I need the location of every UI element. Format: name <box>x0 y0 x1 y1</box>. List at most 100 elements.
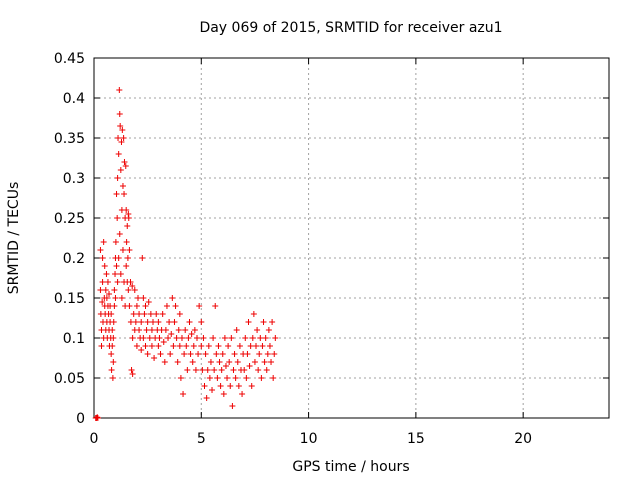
data-point <box>109 375 116 381</box>
data-point <box>115 135 122 141</box>
data-point <box>99 299 106 305</box>
data-point <box>184 367 191 373</box>
data-point <box>144 351 151 357</box>
data-point <box>117 123 124 129</box>
data-point <box>117 167 124 173</box>
data-point <box>229 403 236 409</box>
data-point <box>261 359 268 365</box>
data-point <box>103 271 110 277</box>
x-tick-label: 10 <box>300 431 318 447</box>
y-tick-label: 0.45 <box>54 51 85 67</box>
data-point <box>219 351 226 357</box>
data-point <box>187 351 194 357</box>
data-point <box>116 87 123 93</box>
data-point <box>108 311 115 317</box>
data-point <box>161 359 168 365</box>
data-point <box>155 319 162 325</box>
data-point <box>167 351 174 357</box>
data-point <box>123 207 130 213</box>
data-point <box>210 335 217 341</box>
data-point <box>203 395 210 401</box>
data-point <box>125 215 132 221</box>
data-point <box>97 287 104 293</box>
data-point <box>104 279 111 285</box>
data-point <box>170 343 177 349</box>
data-point <box>244 351 251 357</box>
data-point <box>139 255 146 261</box>
data-point <box>138 319 145 325</box>
data-point <box>121 191 128 197</box>
data-point <box>131 287 138 293</box>
data-point <box>113 263 120 269</box>
data-point <box>259 343 266 349</box>
data-point <box>169 295 176 301</box>
data-point <box>239 391 246 397</box>
data-point <box>116 111 123 117</box>
data-point <box>211 367 218 373</box>
data-point <box>264 351 271 357</box>
data-point <box>220 391 227 397</box>
data-point <box>190 343 197 349</box>
data-point <box>115 151 122 157</box>
data-point <box>206 375 213 381</box>
data-point <box>233 327 240 333</box>
data-point <box>122 163 129 169</box>
data-point <box>263 367 270 373</box>
data-point <box>227 383 234 389</box>
data-point <box>129 371 136 377</box>
data-point <box>119 247 126 253</box>
data-point <box>217 383 224 389</box>
data-point <box>171 319 178 325</box>
y-axis-label: SRMTID / TECUs <box>6 182 22 295</box>
data-point <box>115 255 122 261</box>
data-point <box>128 367 135 373</box>
data-point <box>124 223 131 229</box>
data-point <box>108 367 115 373</box>
data-point <box>114 215 121 221</box>
data-point <box>270 375 277 381</box>
x-tick-labels: 0 5 10 15 20 <box>90 431 533 447</box>
data-point <box>124 255 131 261</box>
data-point <box>232 375 239 381</box>
data-point <box>166 319 173 325</box>
x-tick-label: 0 <box>90 431 99 447</box>
data-point <box>142 343 149 349</box>
data-point <box>151 355 158 361</box>
y-tick-label: 0.05 <box>54 371 85 387</box>
data-point <box>145 299 152 305</box>
data-point <box>111 287 118 293</box>
y-tick-label: 0.35 <box>54 131 85 147</box>
data-point <box>262 335 269 341</box>
data-point <box>174 359 181 365</box>
data-point <box>226 359 233 365</box>
data-point <box>248 383 255 389</box>
data-point <box>198 319 205 325</box>
data-point <box>143 327 150 333</box>
data-point <box>207 359 214 365</box>
data-point <box>123 239 130 245</box>
y-tick-label: 0.25 <box>54 211 85 227</box>
axis-ticks <box>93 57 609 419</box>
x-axis-label: GPS time / hours <box>292 459 409 475</box>
y-tick-label: 0 <box>76 411 85 427</box>
data-point <box>202 351 209 357</box>
data-point <box>106 291 113 297</box>
data-point <box>260 319 267 325</box>
data-point <box>114 279 121 285</box>
data-point <box>142 303 149 309</box>
data-point <box>127 279 134 285</box>
data-point <box>250 311 257 317</box>
data-point <box>243 375 250 381</box>
data-point <box>186 319 193 325</box>
x-tick-label: 20 <box>514 431 532 447</box>
data-point <box>200 335 207 341</box>
data-point <box>110 359 117 365</box>
data-point <box>235 383 242 389</box>
data-point <box>126 247 133 253</box>
data-point <box>165 335 172 341</box>
y-tick-label: 0.2 <box>63 251 85 267</box>
x-tick-label: 15 <box>407 431 425 447</box>
data-point <box>140 335 147 341</box>
data-point <box>236 343 243 349</box>
